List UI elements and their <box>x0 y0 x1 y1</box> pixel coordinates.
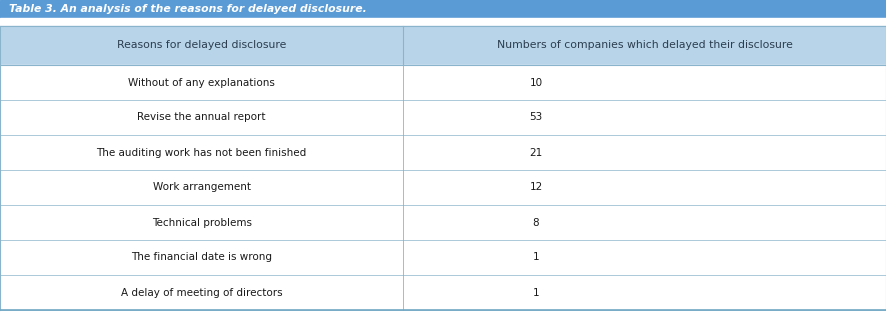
Text: A delay of meeting of directors: A delay of meeting of directors <box>120 288 283 298</box>
Bar <box>0 135 886 170</box>
Text: 1: 1 <box>532 252 540 262</box>
Bar <box>0 26 886 65</box>
Text: Numbers of companies which delayed their disclosure: Numbers of companies which delayed their… <box>497 41 792 51</box>
Text: 12: 12 <box>530 183 542 193</box>
Text: Reasons for delayed disclosure: Reasons for delayed disclosure <box>117 41 286 51</box>
Text: Without of any explanations: Without of any explanations <box>128 78 275 88</box>
Text: 53: 53 <box>530 112 542 122</box>
Text: 8: 8 <box>532 217 540 228</box>
Text: 21: 21 <box>530 147 542 157</box>
Bar <box>0 65 886 100</box>
Text: The auditing work has not been finished: The auditing work has not been finished <box>97 147 307 157</box>
Bar <box>0 18 886 26</box>
Bar <box>0 205 886 240</box>
Text: Revise the annual report: Revise the annual report <box>137 112 266 122</box>
Bar <box>0 0 886 18</box>
Text: Technical problems: Technical problems <box>152 217 252 228</box>
Bar <box>0 275 886 310</box>
Bar <box>0 170 886 205</box>
Bar <box>0 240 886 275</box>
Text: Table 3. An analysis of the reasons for delayed disclosure.: Table 3. An analysis of the reasons for … <box>9 4 367 14</box>
Text: 1: 1 <box>532 288 540 298</box>
Text: 10: 10 <box>530 78 542 88</box>
Text: Work arrangement: Work arrangement <box>152 183 251 193</box>
Bar <box>0 100 886 135</box>
Text: The financial date is wrong: The financial date is wrong <box>131 252 272 262</box>
